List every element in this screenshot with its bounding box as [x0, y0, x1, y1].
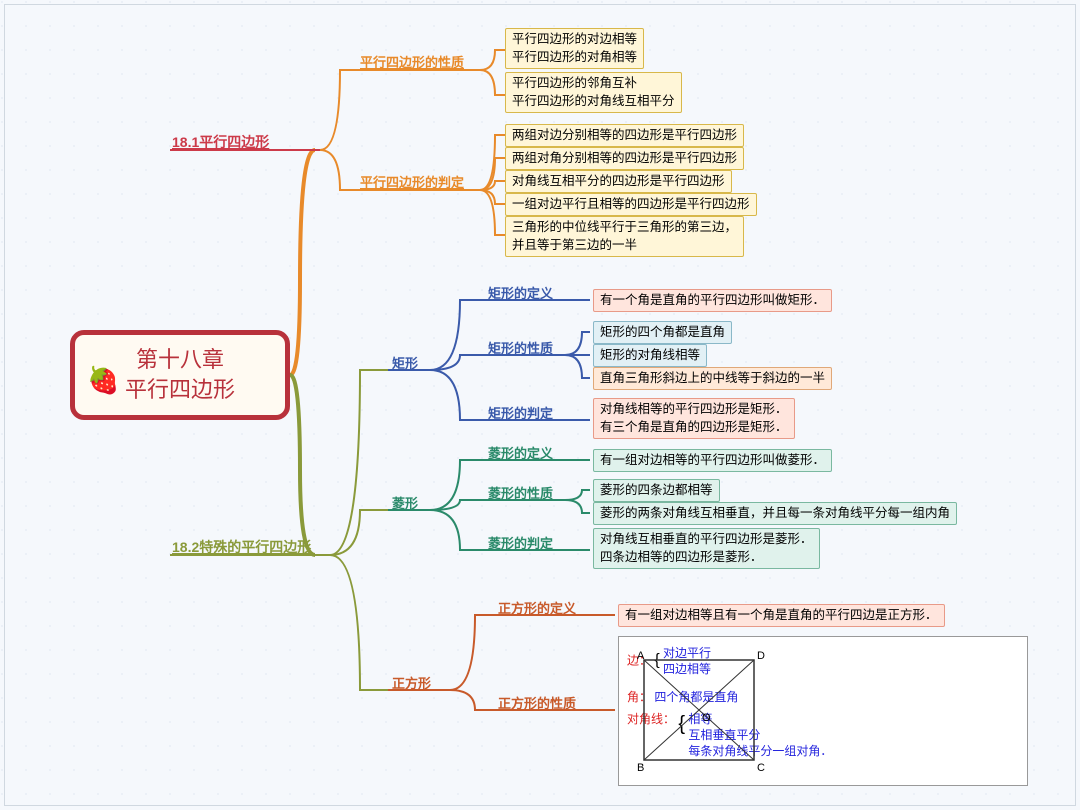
root-line1: 第十八章: [136, 347, 224, 372]
rect-def-label: 矩形的定义: [488, 285, 553, 303]
s1-b2-l4: 一组对边平行且相等的四边形是平行四边形: [505, 193, 757, 216]
section-18-2: 18.2特殊的平行四边形: [172, 538, 311, 557]
rect-prop-label: 矩形的性质: [488, 340, 553, 358]
s1-b2-l3: 对角线互相平分的四边形是平行四边形: [505, 170, 732, 193]
rect-jud-leaf: 对角线相等的平行四边形是矩形． 有三个角是直角的四边形是矩形．: [593, 398, 795, 439]
square-diagram: A D B C O: [619, 645, 779, 775]
rhom-jud-label: 菱形的判定: [488, 535, 553, 553]
sq-def-label: 正方形的定义: [498, 600, 576, 618]
strawberry-icon: 🍓: [87, 363, 119, 398]
rect-def-leaf: 有一个角是直角的平行四边形叫做矩形．: [593, 289, 832, 312]
s1-b1-l2: 平行四边形的邻角互补 平行四边形的对角线互相平分: [505, 72, 682, 113]
section-18-1: 18.1平行四边形: [172, 133, 269, 152]
s1-judge-label: 平行四边形的判定: [360, 174, 464, 192]
root-node: 🍓 第十八章平行四边形: [70, 330, 290, 420]
svg-text:B: B: [637, 762, 644, 774]
rhom-label: 菱形: [392, 495, 418, 513]
svg-text:A: A: [637, 650, 645, 662]
rect-prop-l3: 直角三角形斜边上的中线等于斜边的一半: [593, 367, 832, 390]
rect-prop-l2: 矩形的对角线相等: [593, 344, 707, 367]
rhom-def-label: 菱形的定义: [488, 445, 553, 463]
s1-prop-label: 平行四边形的性质: [360, 54, 464, 72]
s1-b2-l1: 两组对边分别相等的四边形是平行四边形: [505, 124, 744, 147]
sq-prop-label: 正方形的性质: [498, 695, 576, 713]
rect-prop-l1: 矩形的四个角都是直角: [593, 321, 732, 344]
rhom-prop-label: 菱形的性质: [488, 485, 553, 503]
root-line2: 平行四边形: [125, 377, 235, 402]
rect-jud-label: 矩形的判定: [488, 405, 553, 423]
s1-b2-l5: 三角形的中位线平行于三角形的第三边， 并且等于第三边的一半: [505, 216, 744, 257]
svg-text:O: O: [702, 712, 711, 724]
s1-b2-l2: 两组对角分别相等的四边形是平行四边形: [505, 147, 744, 170]
rhom-def-leaf: 有一组对边相等的平行四边形叫做菱形．: [593, 449, 832, 472]
sq-label: 正方形: [392, 675, 431, 693]
rhom-prop-l2: 菱形的两条对角线互相垂直，并且每一条对角线平分每一组内角: [593, 502, 957, 525]
s1-b1-l1: 平行四边形的对边相等 平行四边形的对角相等: [505, 28, 644, 69]
square-properties-box: 边： { 对边平行 四边相等 角： 四个角都是直角 对角线： { 相等 互相垂直…: [618, 636, 1028, 786]
sq-def-leaf: 有一组对边相等且有一个角是直角的平行四边是正方形．: [618, 604, 945, 627]
svg-text:D: D: [757, 650, 765, 662]
rhom-prop-l1: 菱形的四条边都相等: [593, 479, 720, 502]
svg-text:C: C: [757, 762, 765, 774]
rect-label: 矩形: [392, 355, 418, 373]
rhom-jud-leaf: 对角线互相垂直的平行四边形是菱形． 四条边相等的四边形是菱形．: [593, 528, 820, 569]
